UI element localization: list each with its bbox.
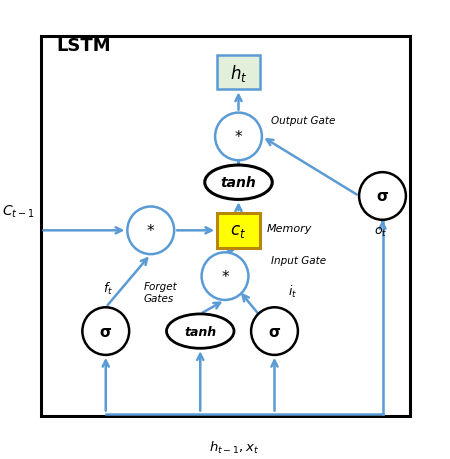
FancyBboxPatch shape	[217, 56, 260, 90]
Text: Input Gate: Input Gate	[271, 255, 326, 265]
Circle shape	[127, 207, 174, 255]
Text: LSTM: LSTM	[56, 37, 111, 55]
Text: Memory: Memory	[266, 224, 312, 234]
Text: $i_t$: $i_t$	[288, 283, 297, 299]
Text: *: *	[235, 129, 242, 145]
Text: *: *	[147, 224, 154, 238]
Text: *: *	[221, 269, 229, 284]
Circle shape	[82, 308, 129, 355]
Text: $h_{t-1}, x_t$: $h_{t-1}, x_t$	[209, 439, 259, 455]
Circle shape	[202, 253, 248, 300]
Text: $C_{t-1}$: $C_{t-1}$	[2, 203, 35, 219]
Text: $o_t$: $o_t$	[374, 226, 387, 239]
Text: tanh: tanh	[184, 325, 216, 338]
Bar	[40, 37, 410, 416]
Text: Output Gate: Output Gate	[271, 116, 335, 126]
FancyBboxPatch shape	[217, 214, 260, 248]
Ellipse shape	[166, 314, 234, 348]
Text: σ: σ	[377, 189, 388, 204]
Text: $f_t$: $f_t$	[103, 280, 113, 296]
Ellipse shape	[205, 166, 272, 200]
Text: σ: σ	[269, 324, 280, 339]
Circle shape	[359, 173, 406, 220]
Text: tanh: tanh	[220, 176, 256, 190]
Circle shape	[215, 113, 262, 161]
Circle shape	[251, 308, 298, 355]
Text: σ: σ	[100, 324, 112, 339]
Text: $c_t$: $c_t$	[230, 222, 247, 240]
Text: $h_t$: $h_t$	[230, 63, 247, 84]
Text: Forget
Gates: Forget Gates	[144, 281, 178, 303]
